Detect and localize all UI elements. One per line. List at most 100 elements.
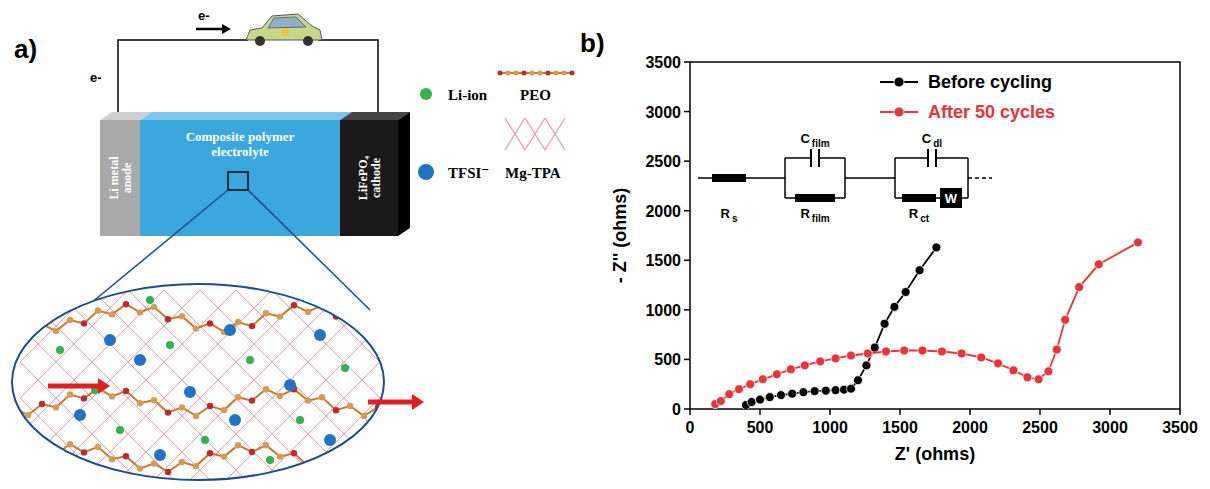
electron-arrow-head (222, 24, 231, 34)
y-tick-label: 3000 (645, 104, 681, 121)
circuit-resistor (902, 194, 936, 202)
legend-peo-atom (506, 71, 511, 76)
peo-atom (263, 442, 269, 448)
y-tick (684, 359, 690, 361)
series-marker (900, 346, 909, 355)
zoom-ellipse (12, 284, 384, 480)
legend-lattice (525, 118, 545, 150)
series-marker (994, 359, 1003, 368)
peo-atom (319, 394, 325, 400)
lattice-line (56, 434, 92, 470)
peo-atom (221, 407, 227, 413)
peo-atom (81, 449, 87, 455)
li-ion (246, 356, 254, 364)
y-tick-label: 2500 (645, 153, 681, 170)
legend-peo-atom (570, 71, 575, 76)
peo-atom (165, 409, 171, 415)
lattice-line (344, 470, 380, 489)
peo-atom (361, 323, 367, 329)
circuit-label-main: W (945, 191, 958, 206)
legend-peo-atom (546, 71, 551, 76)
circuit-wire (819, 157, 845, 159)
peo-atom (235, 442, 241, 448)
cathode-label-line: cathode (369, 157, 383, 198)
anode-label-line: Li metal (107, 156, 121, 200)
lattice-line (128, 326, 164, 362)
series-marker (1075, 283, 1084, 292)
x-tick-label: 2500 (1022, 419, 1058, 436)
x-tick-label: 3000 (1092, 419, 1128, 436)
peo-atom (25, 460, 31, 466)
lattice-line (164, 290, 200, 326)
series-marker (716, 397, 725, 406)
y-tick-label: 2000 (645, 203, 681, 220)
car-wheel (255, 36, 265, 46)
lattice-line (272, 398, 308, 434)
circuit-label-main: R (909, 206, 919, 221)
peo-atom (375, 319, 381, 325)
series-marker (746, 380, 755, 389)
lattice-line (92, 470, 128, 489)
lattice-line (20, 398, 56, 434)
lattice-line (272, 326, 308, 362)
peo-atom (389, 329, 395, 335)
lattice-line (380, 434, 416, 470)
y-tick (684, 61, 690, 63)
zoom-ellipse-fill (12, 284, 384, 480)
series-marker (821, 386, 830, 395)
lattice-line (20, 362, 56, 398)
circuit-wire (895, 157, 928, 159)
circuit-label-sub: film (812, 213, 830, 224)
legend-label: TFSI⁻ (448, 165, 489, 181)
lattice-line (308, 326, 344, 362)
li-ion (146, 296, 154, 304)
migration-arrow (368, 400, 414, 405)
peo-atom (179, 404, 185, 410)
tfsi-ion (74, 409, 86, 421)
panel-label: a) (14, 34, 37, 64)
series-marker (918, 346, 927, 355)
series-marker (932, 243, 941, 252)
lattice-line (20, 290, 56, 326)
y-tick-label: 1000 (645, 302, 681, 319)
tfsi-ion (324, 434, 336, 446)
peo-atom (347, 460, 353, 466)
circuit-label: Rct (909, 206, 930, 224)
series-marker (777, 391, 786, 400)
series-marker (880, 319, 889, 328)
peo-atom (361, 413, 367, 419)
peo-atom (249, 397, 255, 403)
y-tick (684, 309, 690, 311)
circuit-label-sub: dl (933, 138, 942, 149)
figure: a)b)e-e-Li metalanodeComposite polymerel… (0, 0, 1210, 489)
y-tick-label: 500 (654, 351, 681, 368)
legend-marker (894, 77, 904, 87)
lattice-line (380, 362, 416, 398)
lattice-line (20, 470, 56, 489)
lattice-line (236, 290, 272, 326)
y-tick (684, 260, 690, 262)
circuit-wire (894, 158, 896, 198)
series-marker (758, 375, 767, 384)
wire (318, 40, 378, 118)
series-line (715, 242, 1138, 404)
lattice-line (164, 434, 200, 470)
lattice-line (56, 434, 92, 470)
circuit-wire (968, 177, 992, 179)
x-tick (1179, 409, 1181, 415)
peo-atom (95, 307, 101, 313)
peo-atom (165, 316, 171, 322)
lattice-line (308, 290, 344, 326)
lattice-line (236, 362, 272, 398)
series-marker (938, 347, 947, 356)
peo-atom (179, 313, 185, 319)
peo-atom (0, 411, 3, 417)
series-marker (890, 302, 899, 311)
lattice-line (56, 326, 92, 362)
anode-label: Li metalanode (107, 156, 134, 200)
series-marker (788, 389, 797, 398)
peo-atom (347, 310, 353, 316)
y-tick-label: 3500 (645, 54, 681, 71)
peo-atom (39, 401, 45, 407)
peo-atom (319, 459, 325, 465)
